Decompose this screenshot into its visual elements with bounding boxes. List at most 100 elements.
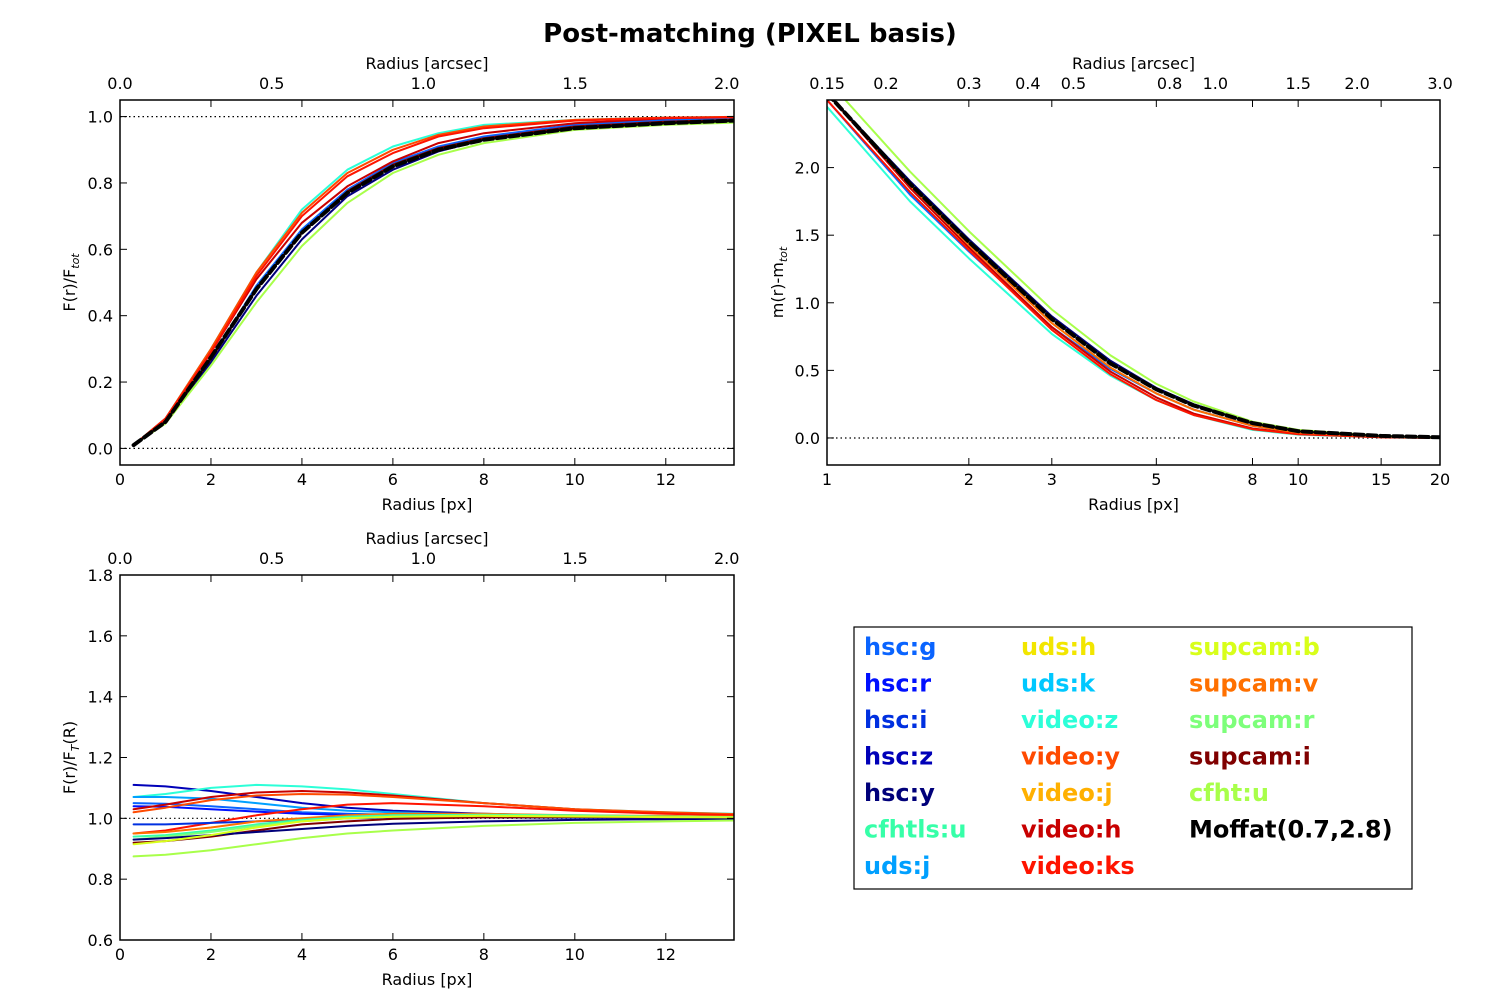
x-tick-label: 1: [822, 470, 832, 489]
y-tick-label: 0.8: [88, 174, 113, 193]
x2-tick-label: 0.4: [1015, 74, 1040, 93]
legend-entry: cfht:u: [1189, 779, 1269, 807]
x-tick-label: 8: [479, 470, 489, 489]
x2-tick-label: 0.3: [956, 74, 981, 93]
legend-entry: video:h: [1021, 816, 1122, 844]
x-axis-label: Radius [px]: [382, 495, 473, 514]
x2-tick-label: 3.0: [1427, 74, 1452, 93]
x-tick-label: 0: [115, 470, 125, 489]
x2-tick-label: 1.0: [1203, 74, 1228, 93]
legend-entry: video:y: [1021, 743, 1120, 771]
x-tick-label: 2: [206, 945, 216, 964]
legend-entry: supcam:b: [1189, 633, 1320, 661]
legend-entry: hsc:z: [864, 743, 933, 771]
y-tick-label: 0.0: [88, 439, 113, 458]
y-tick-label: 1.5: [795, 226, 820, 245]
x-tick-label: 10: [565, 945, 585, 964]
x-tick-label: 12: [656, 945, 676, 964]
x-tick-label: 0: [115, 945, 125, 964]
panel-cumulative-flux: 0 2 4 6 8 10 12 0.0 0.2 0.4 0.6 0.8 1.0 0.0 0.5 1.0 1.5 2…: [60, 54, 739, 514]
figure-title: Post-matching (PIXEL basis): [543, 19, 957, 49]
x-tick-label: 4: [297, 470, 307, 489]
y-axis-label: F(r)/Ftot: [60, 253, 82, 312]
y-tick-label: 1.2: [88, 749, 113, 768]
y-tick-label: 0.5: [795, 361, 820, 380]
x2-tick-label: 0.15: [809, 74, 845, 93]
x-tick-label: 8: [479, 945, 489, 964]
x2-axis-label: Radius [arcsec]: [365, 54, 488, 73]
legend-entry: Moffat(0.7,2.8): [1189, 816, 1393, 844]
legend-entry: video:j: [1021, 779, 1113, 807]
y-tick-label: 1.0: [88, 108, 113, 127]
legend-entry: uds:k: [1021, 670, 1096, 698]
legend-entry: supcam:i: [1189, 743, 1311, 771]
x2-tick-label: 1.0: [411, 74, 436, 93]
legend-entry: cfhtls:u: [864, 816, 966, 844]
legend-entry: uds:j: [864, 852, 930, 880]
legend-entry: uds:h: [1021, 633, 1096, 661]
y-tick-label: 0.8: [88, 870, 113, 889]
x2-tick-label: 0.0: [107, 74, 132, 93]
x2-tick-label: 1.5: [562, 74, 587, 93]
legend-entry: video:ks: [1021, 852, 1135, 880]
x2-axis-label: Radius [arcsec]: [1072, 54, 1195, 73]
series-line-supcam-b: [132, 814, 734, 846]
series-line-video-ks: [827, 100, 1440, 439]
y-axis-label: m(r)-mtot: [768, 246, 790, 318]
y-tick-label: 0.6: [88, 931, 113, 950]
y-tick-label: 1.0: [795, 294, 820, 313]
y-tick-label: 0.4: [88, 307, 113, 326]
y-tick-label: 0.2: [88, 373, 113, 392]
series-line-moffat-0-7-2-8-: [830, 100, 1440, 440]
series-line-moffat-0-7-2-8-: [131, 118, 734, 448]
x-tick-label: 5: [1151, 470, 1161, 489]
x-tick-label: 2: [206, 470, 216, 489]
x2-tick-label: 1.0: [411, 549, 436, 568]
y-tick-label: 1.0: [88, 809, 113, 828]
y-tick-label: 1.6: [88, 627, 113, 646]
x2-tick-label: 0.2: [873, 74, 898, 93]
legend-entry: supcam:r: [1189, 706, 1315, 734]
x-tick-label: 10: [565, 470, 585, 489]
y-tick-label: 0.0: [795, 429, 820, 448]
legend-entry: hsc:r: [864, 670, 931, 698]
series-line-video-ks: [132, 802, 734, 835]
series-line-video-y: [132, 793, 734, 816]
x-tick-label: 12: [656, 470, 676, 489]
series-line-cfht-u: [132, 819, 734, 858]
x-tick-label: 6: [388, 470, 398, 489]
legend-entry: hsc:i: [864, 706, 927, 734]
y-tick-label: 1.8: [88, 566, 113, 585]
x2-tick-label: 0.8: [1157, 74, 1182, 93]
legend-entry: hsc:g: [864, 633, 936, 661]
x-tick-label: 20: [1430, 470, 1450, 489]
x-tick-label: 10: [1288, 470, 1308, 489]
x-axis-label: Radius [px]: [1088, 495, 1179, 514]
x-axis-label: Radius [px]: [382, 970, 473, 989]
x2-tick-label: 0.5: [259, 549, 284, 568]
legend: hsc:g uds:h supcam:b hsc:r uds:k supcam:v hsc:…: [853, 626, 1413, 890]
x2-tick-label: 0.5: [259, 74, 284, 93]
x-tick-label: 2: [964, 470, 974, 489]
x-tick-label: 8: [1247, 470, 1257, 489]
y-tick-label: 1.4: [88, 688, 113, 707]
x2-tick-label: 1.5: [562, 549, 587, 568]
legend-box: [853, 626, 1413, 890]
panel-magnitude-profile: 1 2 3 5 8 10 15 20 0.0 0.5 1.0 1.5 2.0 0.15 0.2 0.3 0.4 0…: [768, 54, 1453, 514]
legend-entry: video:z: [1021, 706, 1118, 734]
panel-flux-ratio: 0 2 4 6 8 10 12 0.6 0.8 1.0 1.2 1.4 1.6 1.80.0 0.5 1.0 1…: [60, 529, 739, 989]
y-tick-label: 0.6: [88, 240, 113, 259]
x2-tick-label: 0.0: [107, 549, 132, 568]
x-tick-label: 15: [1371, 470, 1391, 489]
x2-tick-label: 0.5: [1061, 74, 1086, 93]
x2-tick-label: 2.0: [714, 74, 739, 93]
series-line-video-ks: [132, 116, 734, 447]
x-tick-label: 6: [388, 945, 398, 964]
x-tick-label: 3: [1047, 470, 1057, 489]
x2-tick-label: 2.0: [1344, 74, 1369, 93]
legend-entry: supcam:v: [1189, 670, 1319, 698]
y-tick-label: 2.0: [795, 159, 820, 178]
x2-axis-label: Radius [arcsec]: [365, 529, 488, 548]
y-axis-label: F(r)/FT(R): [60, 721, 82, 794]
